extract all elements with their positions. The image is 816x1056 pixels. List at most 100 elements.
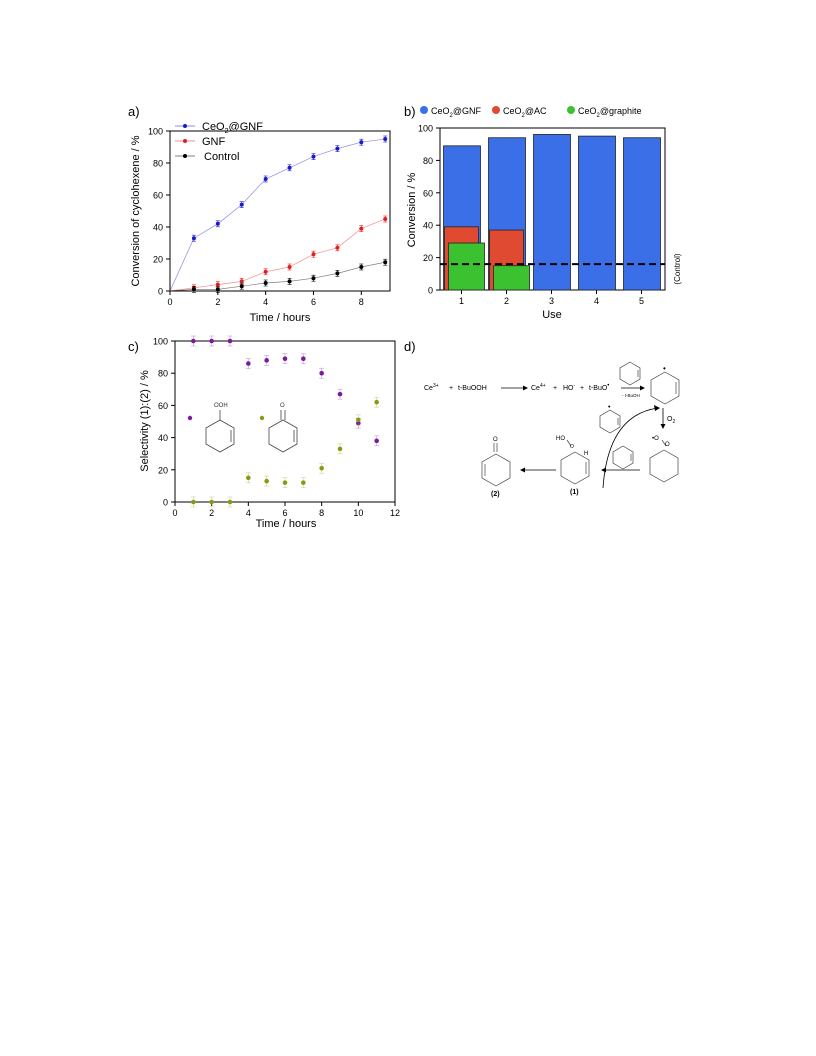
y-tick-label: 60 <box>423 188 433 198</box>
x-tick-label: 10 <box>353 508 363 518</box>
panel-a-legend: CeO2@GNF GNF Control <box>175 121 263 163</box>
y-tick-label: 40 <box>423 221 433 231</box>
plus-2: + <box>553 385 557 392</box>
data-point <box>287 165 292 170</box>
x-tick-label: 8 <box>319 508 324 518</box>
hoo-text: HO <box>556 436 565 442</box>
data-point <box>301 480 306 485</box>
data-point <box>359 226 364 231</box>
data-point <box>383 137 388 141</box>
arrow-2 <box>621 385 645 391</box>
legend-marker-ceo2ac <box>492 106 500 114</box>
y-tick-label: 60 <box>158 401 168 411</box>
y-tick-label: 80 <box>158 369 168 379</box>
plus-3: + <box>580 385 584 392</box>
legend-marker-ceo2gnf <box>183 124 187 128</box>
data-point <box>264 358 269 363</box>
data-point <box>191 338 196 344</box>
o2-text: O2 <box>667 416 675 425</box>
y-tick-label: 20 <box>423 253 433 263</box>
panel-a-y-axis-label: Conversion of cyclohexene / % <box>130 135 142 286</box>
panel-b-control-label: (Control) <box>673 253 682 284</box>
data-point <box>319 370 324 376</box>
x-tick-label: 0 <box>167 297 172 307</box>
data-point <box>335 245 340 250</box>
data-point <box>337 446 343 452</box>
data-point <box>356 417 361 423</box>
legend-label-ceo2graphite: CeO2@graphite <box>578 106 642 119</box>
series-line <box>169 261 386 292</box>
data-point <box>239 279 244 284</box>
ketone-label: O <box>280 403 285 409</box>
o-small-text: O <box>570 444 574 450</box>
panel-c-label: c) <box>128 339 139 354</box>
data-point <box>383 217 388 221</box>
cyclohexenyl-small-structure <box>599 409 621 434</box>
x-tick-label: 2 <box>209 508 214 518</box>
data-point <box>287 265 292 269</box>
bar <box>623 137 661 291</box>
x-tick-label: 4 <box>263 297 268 307</box>
ketone-o-text: O <box>493 437 498 443</box>
y-tick-label: 40 <box>153 223 163 233</box>
data-point <box>215 287 220 292</box>
panel-c-y-ticks: 0 20 40 60 80 100 <box>153 337 175 508</box>
data-point <box>311 276 316 281</box>
hydroperoxide-structure <box>205 410 235 453</box>
data-point <box>311 252 316 257</box>
panel-b-legend: CeO2@GNF CeO2@AC CeO2@graphite <box>420 106 642 119</box>
y-tick-label: 100 <box>418 124 433 134</box>
y-tick-label: 60 <box>153 191 163 201</box>
bar <box>533 134 571 291</box>
ketone-structure <box>268 410 298 453</box>
arrow-o2 <box>660 408 666 429</box>
legend-marker-gnf <box>183 139 187 143</box>
legend-label-ceo2gnf: CeO2@GNF <box>202 121 263 135</box>
allyl-radical-structure <box>650 371 680 405</box>
peroxy-radical-text: •O <box>652 436 659 442</box>
data-point <box>246 475 251 481</box>
x-tick-label: 2 <box>504 296 509 306</box>
panel-a-y-ticks: 0 20 40 60 80 100 <box>148 127 170 297</box>
panel-a-line-chart: a) 0 20 40 60 80 100 0 2 4 6 8 Time / hours Conve… <box>128 104 391 324</box>
panel-b-x-ticks: 1 2 3 4 5 <box>459 290 644 306</box>
ketone-product-structure <box>481 443 511 487</box>
hydroperoxide-product-structure <box>560 439 590 485</box>
tbuo-radical-text: t-BuO• <box>589 383 609 392</box>
x-tick-label: 0 <box>172 508 177 518</box>
structure-marker-2 <box>259 415 265 421</box>
label-2: (2) <box>491 491 500 498</box>
legend-marker-ceo2gnf-bar <box>420 106 428 114</box>
structure-marker-1 <box>187 415 193 421</box>
data-point <box>335 146 340 151</box>
data-point <box>287 279 292 284</box>
panel-d-reaction-scheme: d) Ce3+ + t-BuOOH Ce4+ + HO- + t-BuO• - … <box>404 339 680 498</box>
x-tick-label: 6 <box>311 297 316 307</box>
data-point <box>383 260 388 265</box>
legend-marker-control <box>183 154 187 158</box>
data-point <box>191 236 196 241</box>
panel-b-y-ticks: 0 20 40 60 80 100 <box>418 124 440 296</box>
panel-c-x-ticks: 0 2 4 6 8 10 12 <box>172 502 400 518</box>
x-tick-label: 6 <box>282 508 287 518</box>
panel-a-series <box>169 135 388 293</box>
tbuooh-text: t-BuOOH <box>458 385 487 392</box>
panel-b-bars <box>443 134 661 291</box>
y-tick-label: 100 <box>148 127 163 137</box>
data-point <box>191 287 196 292</box>
arrow-1 <box>501 385 528 391</box>
bar <box>578 135 616 291</box>
x-tick-label: 1 <box>459 296 464 306</box>
x-tick-label: 5 <box>639 296 644 306</box>
x-tick-label: 8 <box>359 297 364 307</box>
data-point <box>246 361 251 366</box>
allyl-radical-dot: • <box>663 364 666 373</box>
data-point <box>215 282 220 287</box>
data-point <box>209 499 214 505</box>
panel-c-series <box>190 335 380 508</box>
x-tick-label: 4 <box>594 296 599 306</box>
bar <box>448 242 485 291</box>
peroxy-o2-text: O <box>665 442 670 448</box>
label-1: (1) <box>570 489 579 496</box>
y-tick-label: 0 <box>163 498 168 508</box>
